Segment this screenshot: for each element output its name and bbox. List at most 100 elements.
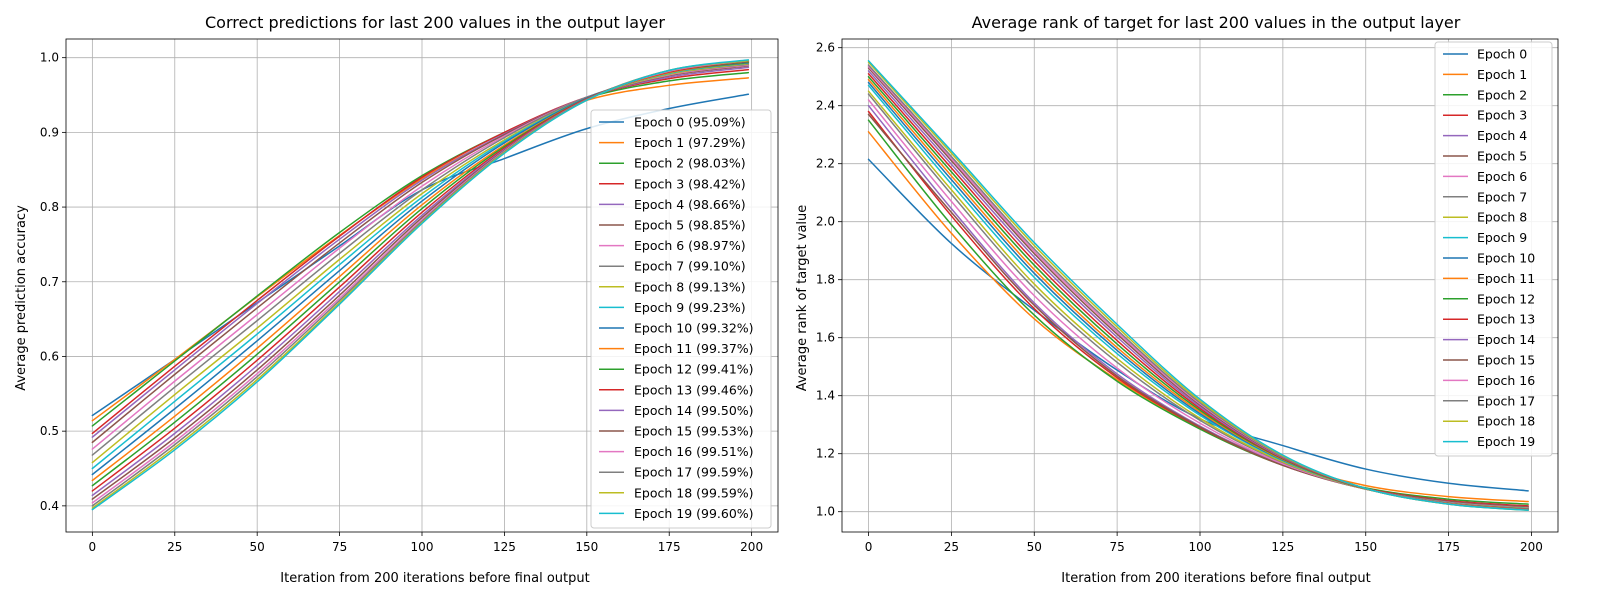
y-tick-label: 1.0: [816, 505, 835, 519]
legend: Epoch 0 Epoch 1 Epoch 2 Epoch 3 Epoch 4 Epoch…: [1434, 41, 1553, 457]
legend-entry-label: Epoch 18: [1477, 414, 1535, 429]
legend-entry-label: Epoch 17 (99.59%): [634, 465, 754, 480]
legend-entry-label: Epoch 10: [1477, 251, 1535, 266]
x-tick-label: 175: [1437, 540, 1460, 554]
x-tick-label: 50: [1027, 540, 1042, 554]
series-line: [867, 67, 1529, 511]
series-lines: [91, 59, 750, 511]
legend-entry-label: Epoch 5 (98.85%): [634, 218, 746, 233]
y-tick-label: 0.9: [40, 125, 59, 139]
series-line: [91, 66, 750, 438]
x-tick-label: 125: [493, 540, 516, 554]
series-line: [867, 70, 1529, 511]
series-line: [867, 81, 1529, 510]
legend-entry-label: Epoch 19 (99.60%): [634, 506, 754, 521]
y-tick-label: 2.2: [816, 157, 835, 171]
legend-entry-label: Epoch 17: [1477, 393, 1535, 408]
x-tick-label: 200: [740, 540, 763, 554]
chart-rank-ylabel: Average rank of target value: [795, 205, 810, 392]
legend-entry-label: Epoch 13 (99.46%): [634, 382, 754, 397]
x-tick-label: 25: [944, 540, 959, 554]
series-line: [867, 60, 1529, 511]
series-line: [867, 119, 1529, 505]
y-tick-label: 2.6: [816, 41, 835, 55]
series-line: [867, 113, 1529, 508]
legend-entry-label: Epoch 10 (99.32%): [634, 321, 754, 336]
legend-entry-label: Epoch 13: [1477, 312, 1535, 327]
series-line: [867, 93, 1529, 509]
legend-entry-label: Epoch 0: [1477, 47, 1527, 62]
legend-entry-label: Epoch 15: [1477, 353, 1535, 368]
chart-rank: Average rank of target for last 200 valu…: [795, 13, 1559, 586]
x-tick-label: 100: [1189, 540, 1212, 554]
series-line: [867, 90, 1529, 510]
legend-entry-label: Epoch 9 (99.23%): [634, 300, 746, 315]
legend-entry-label: Epoch 11: [1477, 271, 1535, 286]
legend-entry-label: Epoch 16 (99.51%): [634, 444, 754, 459]
x-tick-label: 50: [250, 540, 265, 554]
y-tick-label: 0.5: [40, 424, 59, 438]
x-tick-label: 0: [89, 540, 97, 554]
chart-accuracy-xlabel: Iteration from 200 iterations before fin…: [280, 571, 589, 586]
y-tick-label: 1.6: [816, 331, 835, 345]
legend-entry-label: Epoch 2: [1477, 87, 1527, 102]
plot-frame: [65, 38, 779, 533]
y-tick-label: 0.4: [40, 499, 59, 513]
x-tick-label: 150: [575, 540, 598, 554]
series-line: [867, 104, 1529, 508]
legend-box: [1434, 41, 1553, 457]
legend-entry-label: Epoch 19: [1477, 434, 1535, 449]
series-line: [867, 61, 1529, 511]
legend-entry-label: Epoch 5: [1477, 149, 1527, 164]
legend-entry-label: Epoch 16: [1477, 373, 1535, 388]
chart-accuracy: Correct predictions for last 200 values …: [14, 13, 779, 586]
y-tick-label: 2.4: [816, 99, 835, 113]
legend-entry-label: Epoch 1: [1477, 67, 1527, 82]
x-tick-label: 175: [658, 540, 681, 554]
series-line: [91, 59, 750, 511]
legend-entry-label: Epoch 4: [1477, 128, 1527, 143]
x-tick-label: 125: [1271, 540, 1294, 554]
axis-ticks: 0 25 50 75 100 125 150 175 200 1.0 1.2 1.4 1.6 1.8 2.0…: [816, 41, 1543, 554]
legend-entry-label: Epoch 18 (99.59%): [634, 485, 754, 500]
x-tick-label: 150: [1354, 540, 1377, 554]
series-line: [867, 99, 1529, 509]
legend-entry-label: Epoch 11 (99.37%): [634, 341, 754, 356]
series-line: [867, 84, 1529, 510]
x-tick-label: 75: [1109, 540, 1124, 554]
legend-entry-label: Epoch 14 (99.50%): [634, 403, 754, 418]
legend-entry-label: Epoch 3: [1477, 108, 1527, 123]
legend-entry-label: Epoch 12: [1477, 291, 1535, 306]
legend-entry-label: Epoch 12 (99.41%): [634, 362, 754, 377]
y-tick-label: 2.0: [816, 215, 835, 229]
chart-rank-xlabel: Iteration from 200 iterations before fin…: [1061, 571, 1370, 586]
legend-entry-label: Epoch 9: [1477, 230, 1527, 245]
series-line: [867, 64, 1529, 511]
legend-entry-label: Epoch 14: [1477, 332, 1535, 347]
legend-entry-label: Epoch 0 (95.09%): [634, 115, 746, 130]
plot-frame: [841, 38, 1559, 533]
axis-ticks: 0 25 50 75 100 125 150 175 200 0.4 0.5 0.6 0.7 0.8 0.9…: [40, 51, 763, 554]
y-tick-label: 1.0: [40, 51, 59, 65]
y-tick-label: 1.2: [816, 447, 835, 461]
series-lines: [867, 60, 1529, 511]
legend-entry-label: Epoch 7 (99.10%): [634, 259, 746, 274]
chart-rank-title: Average rank of target for last 200 valu…: [972, 13, 1461, 32]
x-tick-label: 100: [411, 540, 434, 554]
y-tick-label: 0.8: [40, 200, 59, 214]
chart-accuracy-ylabel: Average prediction accuracy: [14, 205, 29, 391]
y-tick-label: 1.8: [816, 273, 835, 287]
series-line: [867, 73, 1529, 511]
y-tick-label: 1.4: [816, 389, 835, 403]
legend-entry-label: Epoch 15 (99.53%): [634, 424, 754, 439]
legend: Epoch 0 (95.09%) Epoch 1 (97.29%) Epoch 2 …: [590, 109, 772, 529]
x-tick-label: 25: [167, 540, 182, 554]
legend-entry-label: Epoch 4 (98.66%): [634, 197, 746, 212]
series-line: [91, 71, 750, 427]
legend-entry-label: Epoch 6: [1477, 169, 1527, 184]
x-tick-label: 75: [332, 540, 347, 554]
series-line: [91, 68, 750, 435]
legend-entry-label: Epoch 1 (97.29%): [634, 135, 746, 150]
x-tick-label: 200: [1520, 540, 1543, 554]
